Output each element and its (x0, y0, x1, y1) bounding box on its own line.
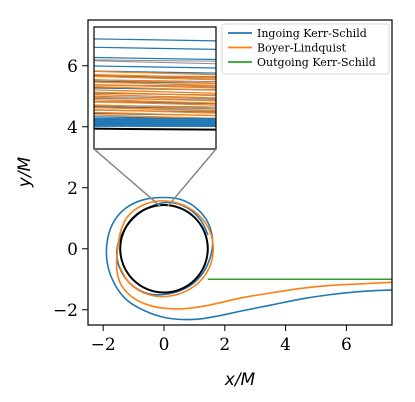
plot-frame (87, 19, 393, 326)
y-axis-title: y/M (15, 156, 35, 188)
inset-connector-right (167, 148, 217, 207)
inset-orange-line (94, 109, 216, 114)
x-tick-label: 2 (219, 335, 230, 355)
inset-orange-line (94, 75, 216, 81)
inset-grey-line (94, 60, 216, 65)
plot-area (87, 19, 393, 326)
inset-orange-line (94, 99, 216, 104)
x-axis-title: x/M (224, 370, 256, 390)
inset-orange-line (94, 81, 216, 87)
inset-series-layer (94, 38, 216, 131)
inset-blue-line (94, 65, 216, 69)
legend-label: Outgoing Kerr-Schild (257, 56, 376, 69)
inset-blue-line (94, 46, 216, 50)
y-tick-label: 0 (67, 240, 78, 260)
y-tick-label: 2 (67, 179, 78, 199)
inset-grey-line (94, 95, 216, 100)
legend-box (221, 23, 390, 75)
inset-orange-line (94, 89, 216, 94)
x-tick-label: 0 (159, 335, 170, 355)
legend-label: Ingoing Kerr-Schild (257, 27, 367, 40)
inset-orange-line (94, 70, 216, 76)
inset-orange-line (94, 79, 216, 84)
horizon-circle (119, 203, 209, 294)
inset (93, 26, 217, 207)
y-tick-label: 4 (67, 118, 78, 138)
inset-blue-line (94, 38, 216, 42)
y-axis: −2 0 2 4 6 (53, 57, 88, 321)
y-tick-label: −2 (53, 301, 78, 321)
series-layer (105, 196, 392, 321)
legend-label: Boyer-Lindquist (257, 42, 347, 55)
legend: Ingoing Kerr-Schild Boyer-LindquistOutgoi… (221, 23, 390, 75)
y-tick-label: 6 (67, 57, 78, 77)
inset-orange-line (94, 101, 216, 106)
x-tick-label: −2 (91, 335, 116, 355)
inset-orange-line (94, 91, 216, 97)
inset-blue-line (94, 56, 216, 61)
inset-grey-line (94, 59, 216, 62)
inset-orange-line (94, 96, 216, 102)
x-tick-label: 6 (341, 335, 352, 355)
x-tick-label: 4 (280, 335, 291, 355)
inset-orange-line (94, 111, 216, 117)
inset-orange-line (94, 86, 216, 91)
inset-blue-band (94, 117, 216, 127)
inset-orange-line (94, 73, 216, 79)
inset-frame (93, 26, 217, 150)
series-line-0 (105, 196, 392, 321)
inset-orange-line (94, 104, 216, 110)
inset-connector-left (93, 148, 161, 207)
series-line-1 (115, 200, 392, 310)
inset-orange-line (94, 83, 216, 89)
inset-horizon-line (94, 127, 216, 131)
inset-orange-line (94, 106, 216, 112)
x-axis: −2 0 2 4 6 (91, 325, 352, 355)
inset-orange-line (94, 93, 216, 99)
